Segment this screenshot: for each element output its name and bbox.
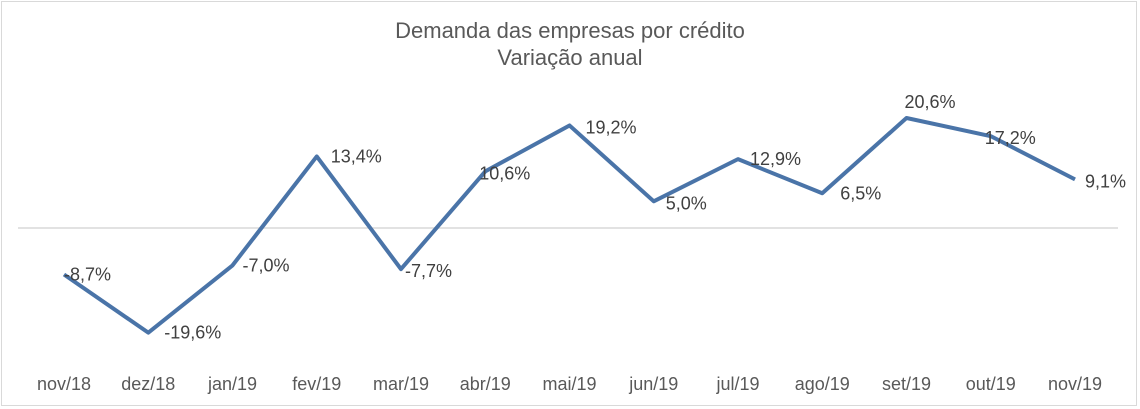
x-tick-label: dez/18 — [121, 374, 175, 394]
data-label: 20,6% — [905, 92, 956, 112]
data-label: 5,0% — [666, 193, 707, 213]
x-tick-label: nov/19 — [1048, 374, 1102, 394]
x-tick-label: mai/19 — [542, 374, 596, 394]
x-tick-label: jun/19 — [628, 374, 678, 394]
data-label: 12,9% — [750, 149, 801, 169]
x-tick-label: jul/19 — [715, 374, 759, 394]
x-axis-tick-labels: nov/18 dez/18 jan/19 fev/19 mar/19 abr/19 mai/… — [37, 374, 1102, 394]
x-tick-label: ago/19 — [795, 374, 850, 394]
x-tick-label: set/19 — [882, 374, 931, 394]
data-label: -7,0% — [243, 255, 290, 275]
x-tick-label: fev/19 — [292, 374, 341, 394]
x-tick-label: jan/19 — [207, 374, 257, 394]
data-label: 9,1% — [1085, 171, 1126, 191]
series-line — [62, 115, 1076, 335]
data-label: 17,2% — [985, 128, 1036, 148]
data-label: -7,7% — [405, 261, 452, 281]
data-label: 13,4% — [331, 146, 382, 166]
data-label: -19,6% — [164, 323, 221, 343]
data-label: 19,2% — [586, 117, 637, 137]
chart-title: Demanda das empresas por crédito — [395, 18, 745, 43]
x-tick-label: mar/19 — [373, 374, 429, 394]
chart-subtitle: Variação anual — [497, 45, 643, 70]
data-labels: -8,7% -19,6% -7,0% 13,4% -7,7% 10,6% 19,2% 5,0%… — [64, 92, 1126, 343]
x-tick-label: out/19 — [966, 374, 1016, 394]
data-label: 10,6% — [479, 163, 530, 183]
data-label: -8,7% — [64, 264, 111, 284]
data-label: 6,5% — [840, 183, 881, 203]
x-tick-label: abr/19 — [460, 374, 511, 394]
x-tick-label: nov/18 — [37, 374, 91, 394]
